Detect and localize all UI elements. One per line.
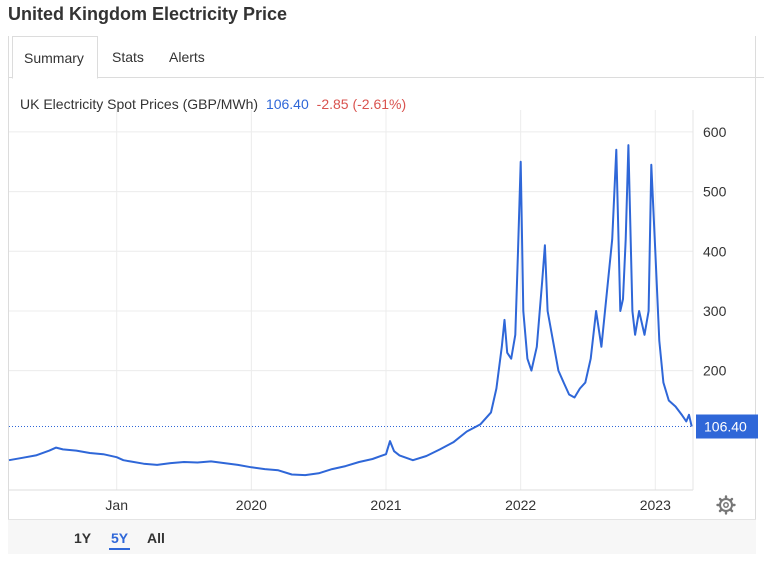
- x-axis-labels: Jan 2020 2021 2022 2023: [105, 497, 671, 513]
- range-5y-button[interactable]: 5Y: [109, 530, 131, 550]
- y-axis-labels: 200 300 400 500 600: [703, 124, 727, 379]
- series-line: [8, 144, 693, 477]
- last-value-badge-bg: [696, 414, 758, 439]
- x-tick-label: Jan: [105, 497, 128, 513]
- page-title: United Kingdom Electricity Price: [8, 4, 288, 24]
- last-value: 106.40: [265, 96, 309, 112]
- y-tick-label: 500: [703, 184, 727, 200]
- y-tick-label: 300: [703, 303, 727, 319]
- range-all-button[interactable]: All: [147, 530, 165, 546]
- x-tick-label: 2021: [370, 497, 401, 513]
- series-name: UK Electricity Spot Prices (GBP/MWh): [20, 96, 259, 112]
- x-tick-label: 2022: [505, 497, 536, 513]
- range-1y-button[interactable]: 1Y: [74, 530, 92, 546]
- tab-alerts[interactable]: Alerts: [169, 49, 205, 65]
- last-value-badge: 106.40: [696, 414, 758, 439]
- tab-summary[interactable]: Summary: [12, 36, 98, 79]
- y-tick-label: 600: [703, 124, 727, 140]
- tab-stats[interactable]: Stats: [112, 49, 144, 65]
- range-bar: 1Y 5Y All: [8, 519, 756, 554]
- y-tick-label: 400: [703, 243, 727, 259]
- change-value: -2.85 (-2.61%): [316, 96, 407, 112]
- last-value-badge-label: 106.40: [704, 419, 747, 435]
- chart-grid: [9, 110, 694, 491]
- y-tick-label: 200: [703, 363, 727, 379]
- x-tick-label: 2023: [640, 497, 671, 513]
- tab-bar: Summary Stats Alerts: [8, 36, 764, 79]
- gear-icon[interactable]: [716, 495, 736, 515]
- chart-header: UK Electricity Spot Prices (GBP/MWh) 106…: [20, 96, 406, 112]
- x-tick-label: 2020: [236, 497, 267, 513]
